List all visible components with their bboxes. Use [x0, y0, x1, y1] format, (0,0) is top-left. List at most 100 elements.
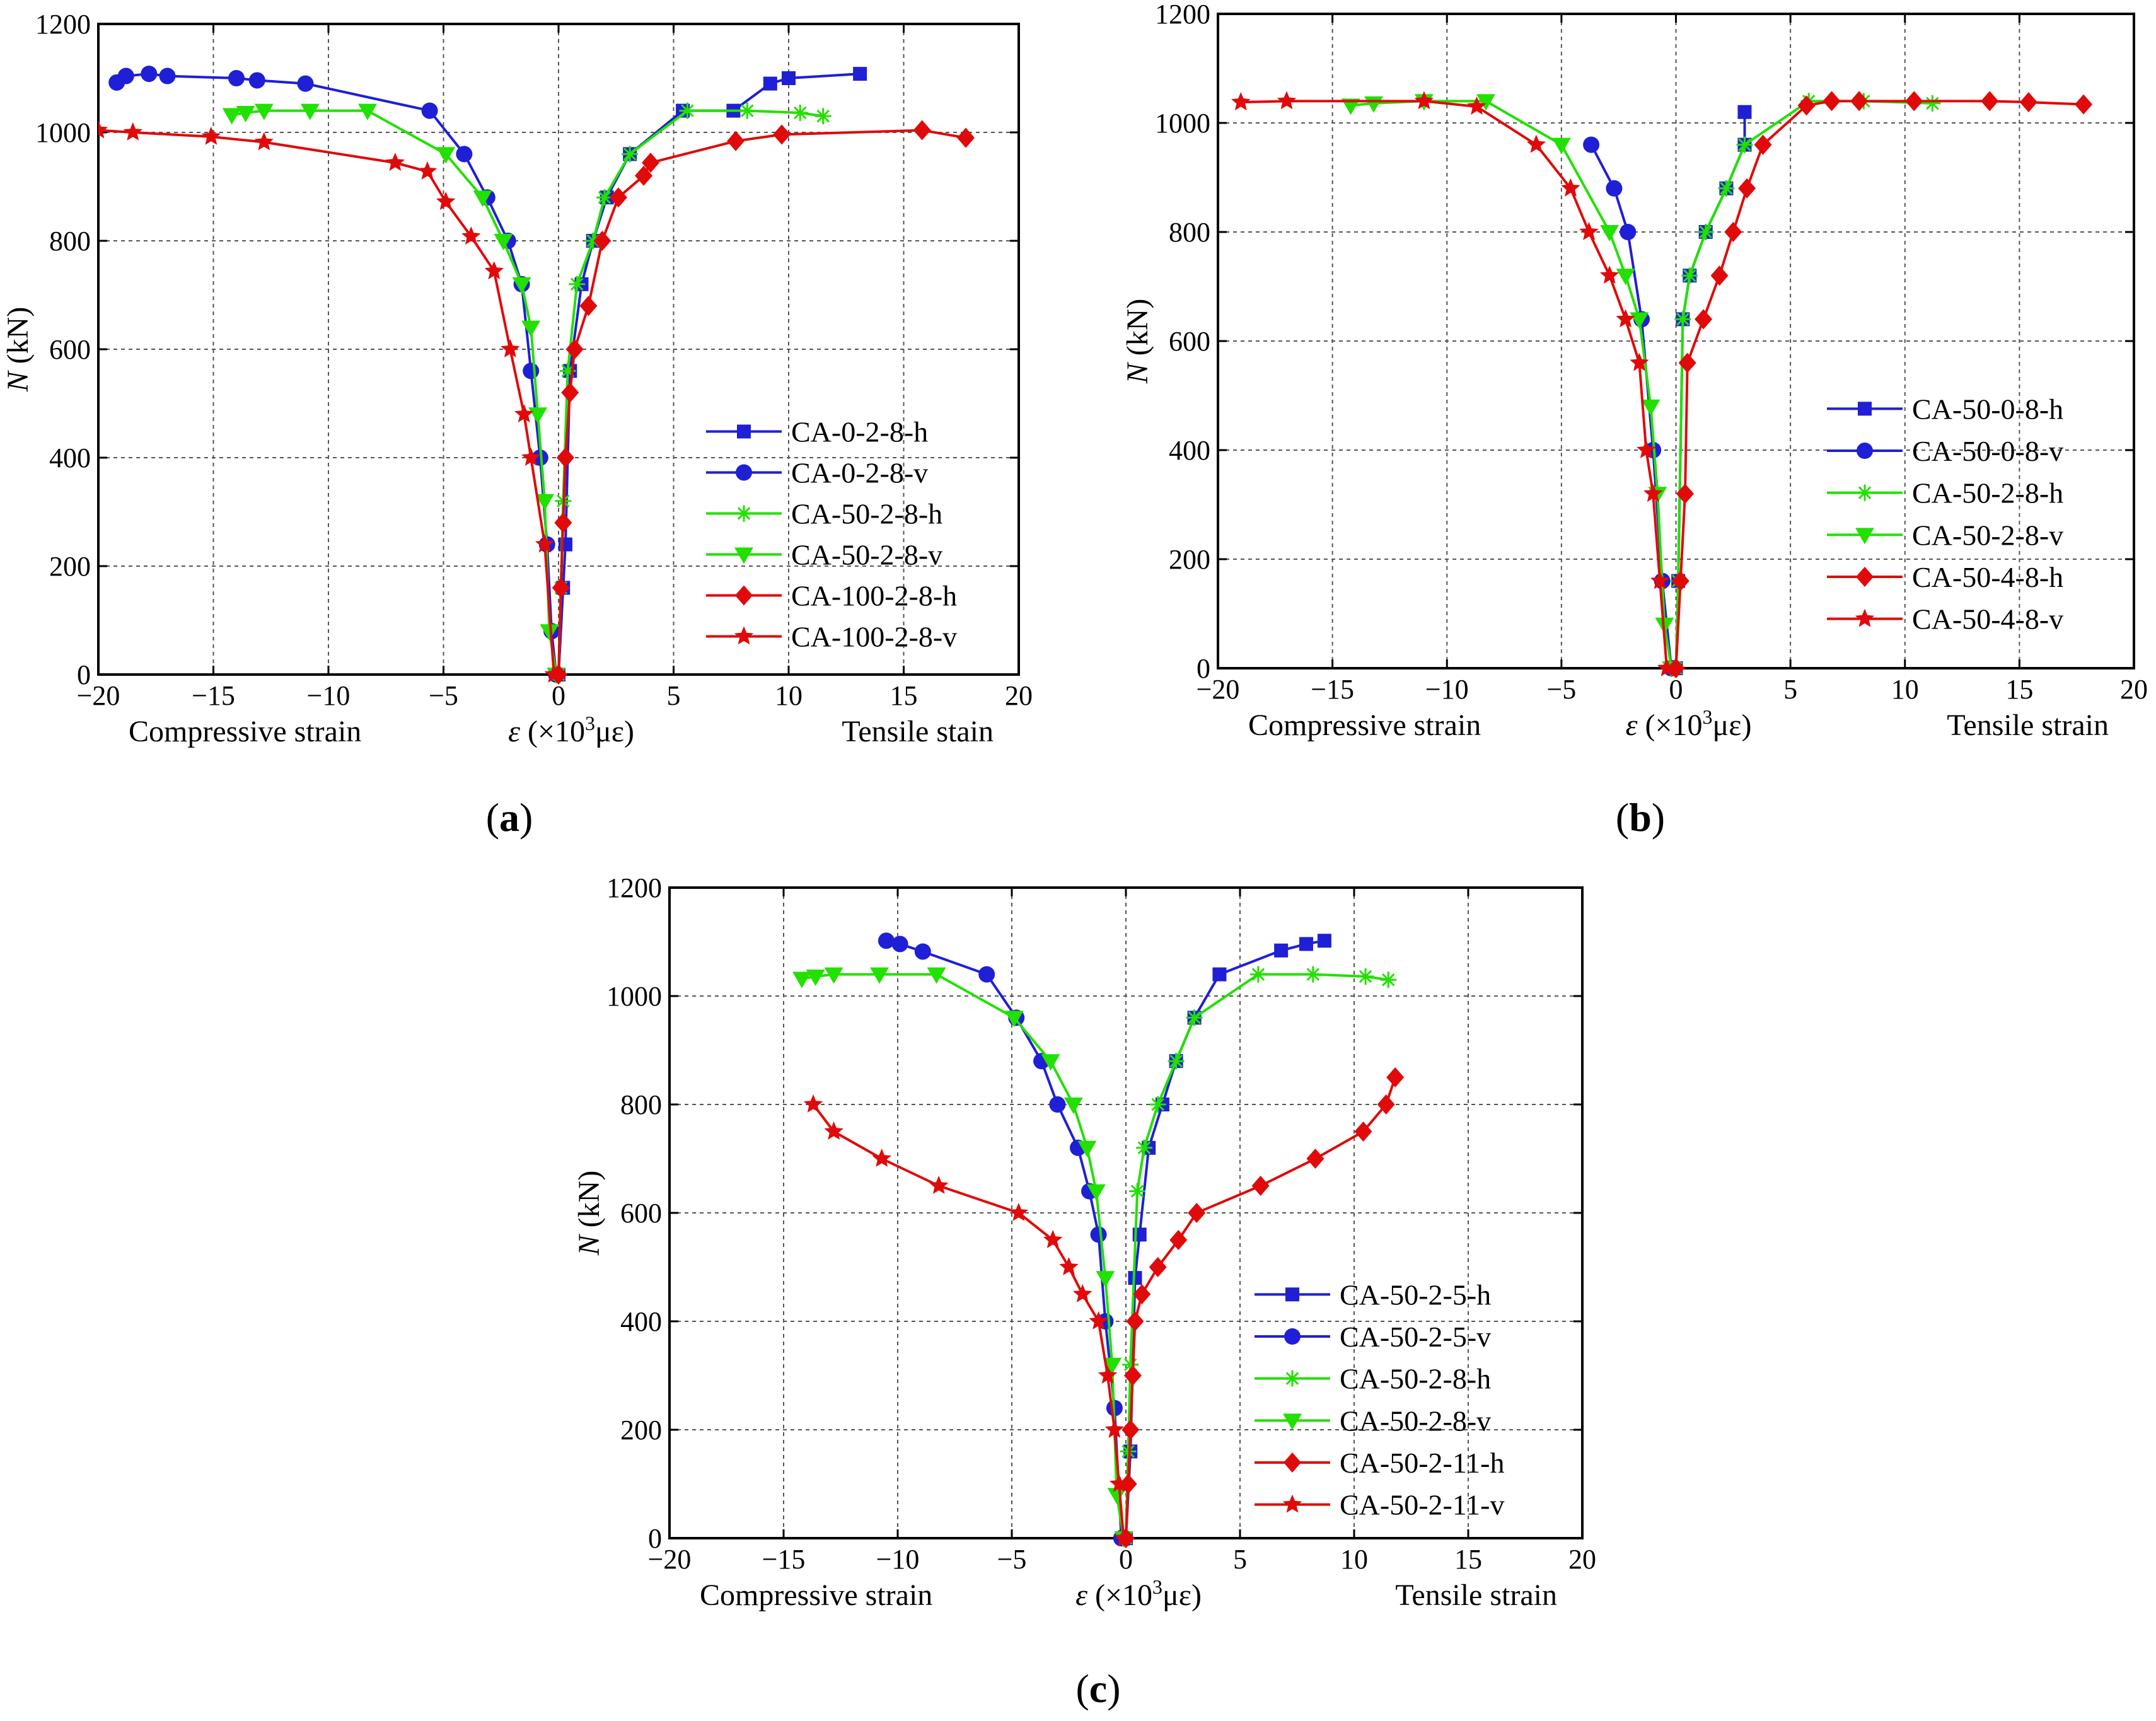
- data-point: [929, 1176, 949, 1194]
- x-axis-label-prefix: (×10: [1087, 1579, 1152, 1612]
- series-CA-50-2-8-h: [1667, 93, 1941, 676]
- x-tick-label: 20: [1568, 1544, 1596, 1575]
- legend-label: CA-50-2-8-v: [1340, 1405, 1491, 1437]
- y-axis-label-symbol: N: [1, 369, 35, 392]
- data-point: [1583, 136, 1600, 153]
- legend-entry: CA-50-2-5-h: [1255, 1278, 1491, 1311]
- data-point: [622, 146, 639, 163]
- series-CA-50-2-8-v: [1341, 94, 1681, 678]
- x-axis-label-symbol: ε: [1626, 709, 1638, 742]
- data-point: [891, 936, 908, 953]
- panel-label-open: (: [1075, 1666, 1089, 1711]
- data-point: [1620, 224, 1637, 240]
- x-tick-label: −20: [1197, 674, 1240, 705]
- legend: CA-50-2-5-h CA-50-2-5-v CA-50-2-8-h CA-50-2…: [1255, 1278, 1504, 1521]
- data-point: [1671, 571, 1689, 591]
- legend-entry: CA-50-4-8-v: [1827, 603, 2063, 635]
- data-point: [561, 382, 579, 403]
- data-point: [1737, 105, 1752, 119]
- x-tick-label: 10: [775, 680, 803, 711]
- data-point: [957, 127, 975, 148]
- y-tick-label: 1000: [1155, 108, 1210, 139]
- x-tick-label: 0: [552, 680, 565, 711]
- data-point: [1641, 399, 1660, 416]
- legend-entry: CA-0-2-8-v: [706, 457, 928, 489]
- legend-label: CA-50-2-8-h: [1912, 477, 2063, 509]
- legend-entry: CA-50-2-8-h: [1827, 477, 2063, 509]
- data-point: [1681, 267, 1698, 284]
- data-point: [1643, 484, 1663, 502]
- compressive-strain-caption: Compressive strain: [700, 1579, 932, 1612]
- legend-entry: CA-50-0-8-h: [1827, 393, 2063, 425]
- data-point: [540, 624, 559, 641]
- legend-label: CA-50-2-8-v: [1912, 519, 2063, 551]
- data-point: [248, 72, 265, 89]
- series-CA-100-2-8-v: [98, 120, 564, 683]
- data-point: [1064, 1098, 1083, 1114]
- x-tick-label: 20: [1005, 680, 1033, 711]
- data-point: [1041, 1054, 1060, 1071]
- data-point: [1059, 1257, 1079, 1275]
- x-tick-label: 5: [1233, 1544, 1247, 1575]
- data-point: [1090, 1226, 1107, 1243]
- data-point: [1149, 1096, 1166, 1113]
- data-point: [123, 122, 142, 141]
- x-tick-label: −5: [429, 680, 458, 711]
- data-point: [1678, 352, 1696, 373]
- x-axis-label-symbol: ε: [508, 715, 520, 748]
- data-point: [763, 76, 777, 91]
- y-tick-label: 200: [620, 1415, 662, 1446]
- x-tick-label: 15: [2005, 674, 2033, 705]
- legend-entry: CA-50-2-8-v: [706, 539, 942, 571]
- legend-label: CA-50-0-8-h: [1912, 393, 2063, 425]
- plot-area: [1231, 91, 2093, 678]
- legend-label: CA-50-2-11-h: [1340, 1447, 1504, 1479]
- x-axis-label-suffix: με): [595, 715, 634, 748]
- series-line: [801, 973, 1125, 1539]
- y-tick-label: 800: [1169, 217, 1210, 248]
- data-point: [2075, 94, 2093, 115]
- data-point: [1103, 1357, 1122, 1374]
- data-point: [484, 261, 504, 280]
- data-point: [1357, 968, 1374, 985]
- series-CA-50-2-5-h: [1119, 934, 1331, 1545]
- legend-entry: CA-100-2-8-h: [706, 580, 957, 612]
- data-point: [1616, 309, 1635, 328]
- data-point: [501, 339, 520, 357]
- data-point: [254, 103, 274, 120]
- data-point: [1924, 95, 1941, 112]
- data-point: [1341, 98, 1360, 115]
- data-point: [554, 513, 572, 533]
- data-point: [824, 1121, 843, 1140]
- data-point: [1135, 1139, 1152, 1156]
- x-tick-label: 5: [667, 680, 681, 711]
- data-point: [1049, 1096, 1066, 1113]
- x-axis-label: ε (×103με): [508, 712, 634, 748]
- panel-label: (a): [486, 795, 533, 840]
- x-axis-label-superscript: 3: [1703, 705, 1713, 728]
- panel-label-close: ): [1652, 795, 1665, 840]
- data-point: [1114, 1528, 1133, 1546]
- data-point: [1637, 440, 1656, 458]
- data-point: [222, 108, 241, 125]
- data-point: [159, 67, 176, 84]
- legend-marker: [1283, 1413, 1302, 1430]
- y-tick-label: 600: [49, 334, 91, 365]
- legend-label: CA-50-0-8-v: [1912, 435, 2063, 467]
- legend-marker: [1282, 1494, 1302, 1513]
- data-point: [1304, 966, 1321, 983]
- legend-label: CA-50-2-8-v: [791, 539, 942, 571]
- data-point: [1467, 96, 1487, 115]
- y-tick-label: 200: [49, 551, 91, 582]
- legend-marker: [735, 585, 753, 606]
- data-point: [514, 404, 534, 423]
- data-point: [1299, 937, 1313, 951]
- legend-label: CA-100-2-8-h: [791, 580, 957, 612]
- legend-marker: [1858, 402, 1872, 416]
- series-CA-50-2-11-h: [1117, 1067, 1405, 1548]
- panel-label: (c): [1075, 1666, 1120, 1711]
- x-tick-label: 0: [1119, 1544, 1133, 1575]
- data-point: [1104, 1420, 1125, 1438]
- x-tick-label: −15: [1311, 674, 1354, 705]
